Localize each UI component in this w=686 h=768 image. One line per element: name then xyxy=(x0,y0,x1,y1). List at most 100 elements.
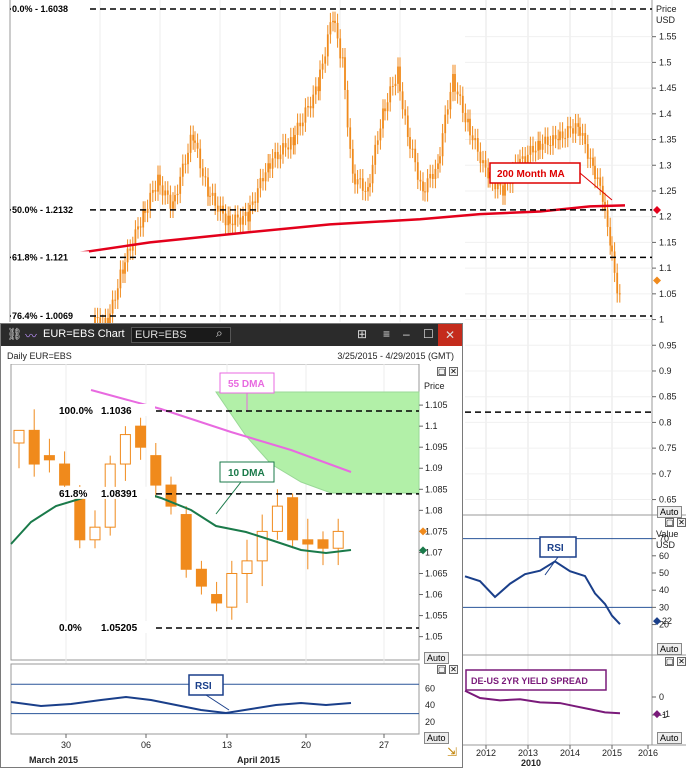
monthly-candle-body xyxy=(126,248,129,263)
monthly-candle-body xyxy=(434,168,437,179)
monthly-candle-body xyxy=(546,136,549,146)
monthly-candle-body xyxy=(274,151,277,159)
monthly-candle-body xyxy=(496,182,499,190)
monthly-candle-body xyxy=(242,215,244,225)
daily-fib-value: 1.08391 xyxy=(101,489,138,500)
rsi-auto-button[interactable]: Auto xyxy=(657,643,682,655)
monthly-candle-body xyxy=(314,86,317,95)
monthly-candle-body xyxy=(529,145,532,155)
monthly-candle-body xyxy=(389,86,392,103)
monthly-x-tick: 2012 xyxy=(476,748,496,758)
monthly-candle-body xyxy=(199,148,202,169)
daily-fib-lines: 100.0% 1.1036 61.8% 1.08391 0.0% 1.05205 xyxy=(57,404,419,634)
monthly-candle-body xyxy=(267,163,270,173)
daily-panel-remove-button[interactable]: ✕ xyxy=(449,367,458,376)
monthly-candle-body xyxy=(586,144,589,159)
monthly-candle-body xyxy=(581,133,584,136)
monthly-candle-body xyxy=(151,189,154,193)
monthly-y-tick: 0.8 xyxy=(659,417,672,427)
daily-candle-body xyxy=(13,429,25,444)
daily-rsi-line xyxy=(10,695,352,715)
daily-candle-body xyxy=(195,568,207,587)
monthly-candle-body xyxy=(351,148,354,174)
monthly-x-tick: 2014 xyxy=(560,748,580,758)
monthly-candle-body xyxy=(399,66,401,92)
monthly-candle-body xyxy=(474,138,477,141)
daily-candle-body xyxy=(119,434,131,465)
monthly-fib-lines: 0.0% - 1.6038 50.0% - 1.2132 61.8% - 1.121… xyxy=(10,3,652,413)
layout-icon[interactable]: ⊞ xyxy=(357,327,368,341)
monthly-candle-body xyxy=(207,177,209,197)
monthly-candle-body xyxy=(214,192,217,206)
ric-search-input[interactable]: EUR=EBS xyxy=(131,327,231,343)
rsi-y-tick: 50 xyxy=(659,568,669,578)
monthly-candle-body xyxy=(319,69,321,92)
daily-rsi-remove-button[interactable]: ✕ xyxy=(449,665,458,674)
monthly-candle-body xyxy=(341,57,344,59)
minimize-icon[interactable]: – xyxy=(403,327,410,341)
monthly-y-tick: 0.7 xyxy=(659,469,672,479)
monthly-candle-body xyxy=(539,140,541,150)
chart-icon: 〰 xyxy=(25,329,38,343)
monthly-candle-body xyxy=(211,192,214,196)
monthly-candle-body xyxy=(379,128,382,141)
monthly-candle-body xyxy=(289,137,292,150)
monthly-candle-body xyxy=(611,245,613,252)
monthly-candle-body xyxy=(287,147,290,150)
monthly-candle-body xyxy=(544,136,547,144)
price-last-marker xyxy=(653,276,661,285)
spread-label-box xyxy=(465,669,607,691)
monthly-y-tick: 1.4 xyxy=(659,109,672,119)
close-icon[interactable]: ✕ xyxy=(438,324,462,346)
monthly-candle-body xyxy=(376,140,379,145)
rsi-y-tick: 40 xyxy=(659,585,669,595)
rsi-axis-title: Value xyxy=(656,529,678,539)
monthly-x-tick: 2015 xyxy=(602,748,622,758)
daily-moving-averages: 55 DMA 10 DMA xyxy=(10,372,352,555)
monthly-candle-body xyxy=(471,135,474,141)
monthly-candle-body xyxy=(559,131,561,141)
monthly-candle-body xyxy=(172,201,174,209)
daily-date-range: 3/25/2015 - 4/29/2015 (GMT) xyxy=(337,351,454,361)
rsi-close-button[interactable]: ▢ xyxy=(665,518,674,527)
fib-label: 61.8% - 1.121 xyxy=(12,252,68,262)
monthly-candle-body xyxy=(256,188,259,203)
daily-dma-marker xyxy=(419,546,427,555)
dma10-line xyxy=(10,488,352,555)
menu-icon[interactable]: ≡ xyxy=(383,327,391,341)
monthly-candle-body xyxy=(264,172,267,182)
monthly-candle-body xyxy=(409,136,411,149)
link-icon[interactable]: ⛓ xyxy=(7,327,23,341)
daily-panel-close-button[interactable]: ▢ xyxy=(437,367,446,376)
daily-y-tick: 1.05 xyxy=(425,632,443,642)
monthly-candle-body xyxy=(164,190,167,196)
spread-remove-button[interactable]: ✕ xyxy=(677,657,686,666)
daily-candle-body xyxy=(317,539,329,549)
daily-auto-button[interactable]: Auto xyxy=(424,652,449,664)
maximize-icon[interactable]: ☐ xyxy=(423,327,434,341)
daily-subtitle: Daily EUR=EBS xyxy=(7,351,72,361)
monthly-auto-button[interactable]: Auto xyxy=(657,506,682,518)
monthly-candle-body xyxy=(549,145,552,147)
rsi-remove-button[interactable]: ✕ xyxy=(677,518,686,527)
rsi-line xyxy=(464,560,621,625)
daily-x-month: April 2015 xyxy=(237,755,280,765)
spread-close-button[interactable]: ▢ xyxy=(665,657,674,666)
monthly-candle-body xyxy=(459,94,462,96)
monthly-candle-body xyxy=(526,154,529,164)
search-icon[interactable]: ⌕ xyxy=(216,326,223,340)
monthly-candle-body xyxy=(344,57,346,90)
daily-rsi-auto-button[interactable]: Auto xyxy=(424,732,449,744)
spread-auto-button[interactable]: Auto xyxy=(657,732,682,744)
daily-candle-body xyxy=(59,463,71,486)
daily-candle-body xyxy=(226,572,238,608)
monthly-candle-body xyxy=(584,133,587,145)
monthly-candle-body xyxy=(96,317,99,319)
monthly-y-tick: 1.35 xyxy=(659,135,677,145)
monthly-candle-body xyxy=(209,195,211,197)
daily-y-tick: 1.075 xyxy=(425,526,448,536)
monthly-candle-body xyxy=(369,183,371,188)
daily-rsi-close-button[interactable]: ▢ xyxy=(437,665,446,674)
daily-candle-body xyxy=(271,505,283,532)
